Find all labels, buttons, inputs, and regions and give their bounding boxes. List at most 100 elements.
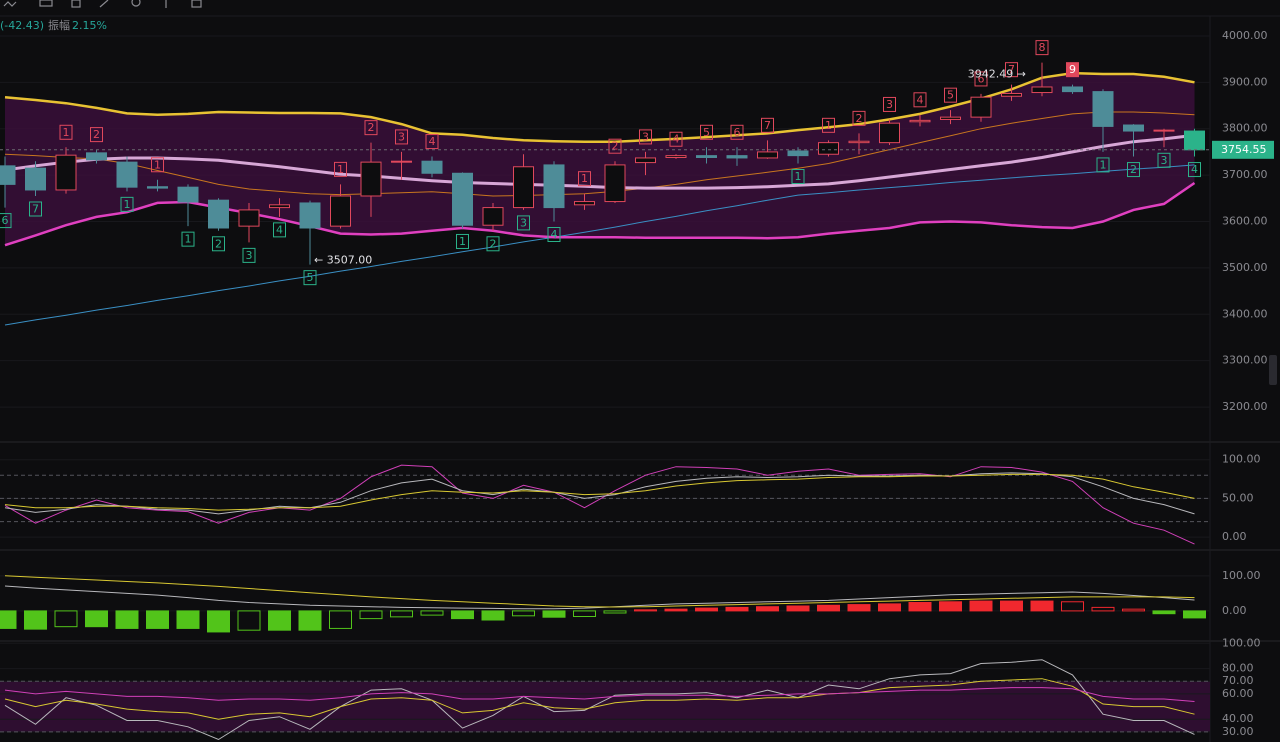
candle-body [208,199,229,229]
td-box [517,215,530,231]
indicator-line [4,71,1195,143]
histogram-bar [146,610,169,629]
td-box [883,96,896,112]
td-count: 7 [1008,63,1015,76]
y-tick-label: 3700.00 [1222,168,1268,181]
td-box [151,157,164,173]
header-amplitude-label: 振幅 [48,18,70,32]
td-count: 2 [490,237,497,250]
candle-body [1001,92,1022,97]
td-count: 2 [215,237,222,250]
histogram-bar [1152,610,1176,615]
histogram-bar [695,607,718,612]
candle-body [726,155,748,159]
histogram-bar [54,610,78,628]
histogram-bar [176,610,200,629]
histogram-bar [603,610,627,614]
indicator-line [4,181,1196,247]
candle-body [818,142,839,155]
indicator-line [4,473,1195,511]
td-count: 6 [978,72,985,85]
candle-body [116,161,138,188]
candle-body [177,186,199,203]
candle-body [1062,86,1083,93]
td-count: 6 [2,214,9,227]
y-tick-label: 0.00 [1222,604,1247,617]
y-tick-label: 3500.00 [1222,261,1268,274]
low-annotation: ← 3507.00 [314,254,372,267]
candle-body [909,119,931,123]
td-box [669,131,683,147]
histogram-bar [24,610,47,630]
candle-body [1123,124,1144,132]
histogram-bar [420,610,444,616]
y-tick-label: 0.00 [1222,530,1247,543]
y-tick-label: 3600.00 [1222,215,1268,228]
td-box [486,236,500,252]
td-count: 2 [856,112,863,125]
td-count: 2 [368,121,375,134]
scroll-handle[interactable] [1269,355,1277,385]
histogram-bar [725,606,749,612]
candle-body [696,155,717,158]
candle-body [330,195,351,227]
candle-body [421,160,443,174]
td-box [1127,162,1140,178]
candle-body [604,164,626,203]
y-tick-label: 3400.00 [1222,307,1268,320]
td-box [974,71,988,87]
histogram-bar [756,606,779,612]
indicator-line [4,164,1195,326]
y-tick-label: 3900.00 [1222,75,1268,88]
td-count: 8 [1039,41,1046,54]
tool-icon[interactable] [191,0,202,8]
histogram-bar [1030,600,1054,612]
candle-body [55,154,77,191]
tool-icon[interactable] [39,0,53,7]
histogram-bar [634,609,657,612]
candle-body [543,164,565,209]
td-count: 1 [185,233,192,246]
histogram-bar [268,610,291,631]
td-box [273,222,286,238]
histogram-bar [298,610,322,631]
td-box [29,201,42,217]
td-box [913,92,927,108]
candle-body [299,202,321,229]
histogram-bar [1183,610,1206,619]
td-box [212,236,225,252]
candle-body [787,150,809,157]
histogram-bar [542,610,566,618]
histogram-bar [451,610,474,620]
indicator-line [4,111,1195,197]
tool-icon[interactable] [131,0,141,7]
indicator-line [4,464,1195,545]
histogram-bar [359,610,383,620]
candle-body [665,155,687,158]
td-box [364,120,378,136]
td-count: 5 [703,126,710,139]
td-box [303,270,317,286]
td-count: 3 [398,130,405,143]
td-count: 4 [551,228,558,241]
td-box [395,129,408,145]
td-box [1096,157,1110,173]
td-count: 1 [581,172,588,185]
td-box [944,87,957,103]
tool-icon[interactable] [3,1,17,7]
td-box [1035,40,1049,56]
td-count: 4 [673,133,680,146]
tool-icon[interactable] [99,0,109,8]
histogram-bar [878,603,901,612]
td-count: 2 [1130,163,1137,176]
candle-body [391,160,412,163]
histogram-bar [1122,608,1145,612]
indicator-line [4,659,1195,741]
indicator-line [4,678,1195,720]
td-count: 7 [764,119,771,132]
high-annotation: 3942.49 → [968,68,1026,81]
indicator-line [4,133,1195,190]
tool-icon[interactable] [71,0,81,8]
td-count: 3 [520,216,527,229]
